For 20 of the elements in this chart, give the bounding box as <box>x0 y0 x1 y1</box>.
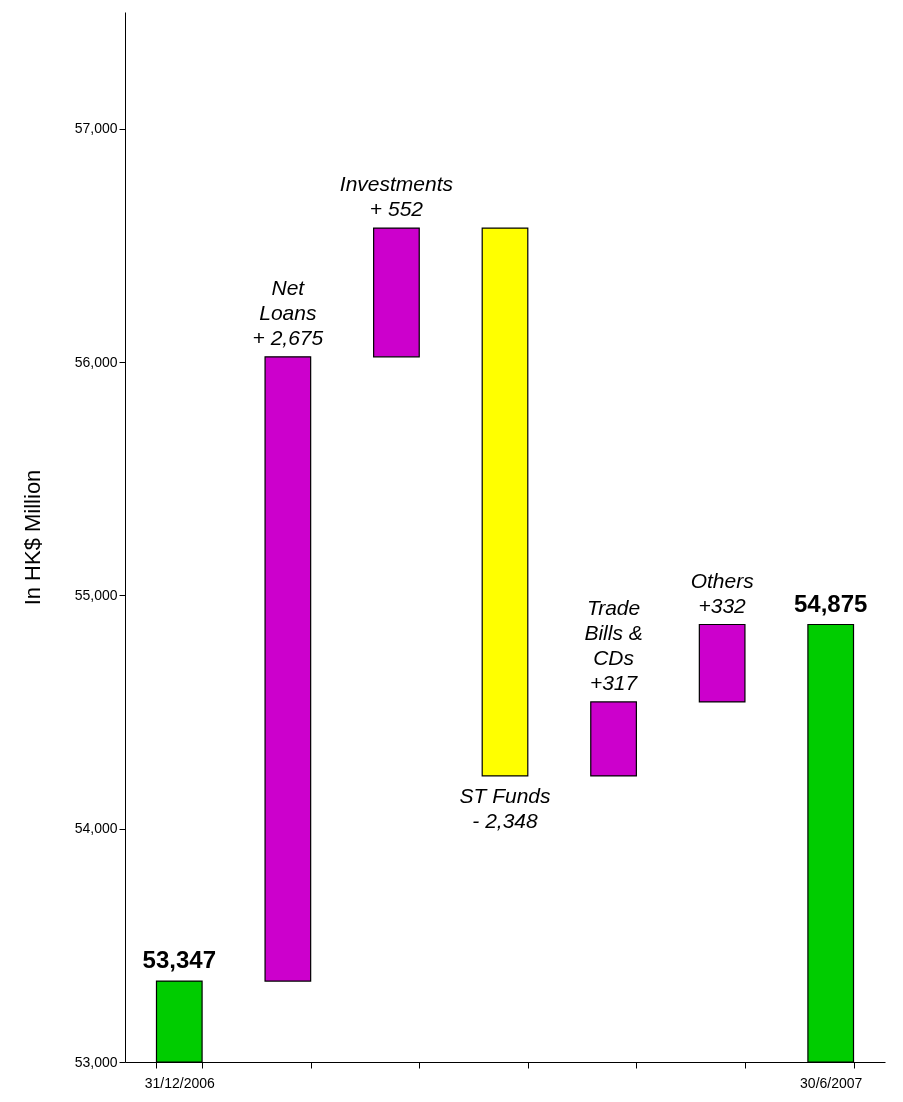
y-axis-title: In HK$ Million <box>19 469 45 606</box>
y-tick-label: 53,000 <box>74 1053 118 1070</box>
y-tick-label: 54,000 <box>74 820 118 837</box>
data-label: Net Loans + 2,675 <box>252 275 324 349</box>
x-tick-label: 30/6/2007 <box>800 1074 863 1091</box>
bar <box>373 227 420 358</box>
data-label: Investments + 552 <box>339 172 454 221</box>
data-label: 54,875 <box>794 589 868 617</box>
data-label: ST Funds - 2,348 <box>459 783 552 832</box>
bar <box>698 623 746 703</box>
data-label: Trade Bills & CDs +317 <box>584 595 643 694</box>
bar <box>481 227 529 777</box>
bar <box>264 356 312 982</box>
y-tick-label: 57,000 <box>74 120 118 137</box>
data-label: Others +332 <box>690 568 755 617</box>
bar <box>590 701 637 777</box>
x-tick-label: 31/12/2006 <box>144 1074 216 1091</box>
data-label: 53,347 <box>142 946 216 974</box>
y-tick-label: 55,000 <box>74 586 118 603</box>
y-tick-label: 56,000 <box>74 353 118 370</box>
